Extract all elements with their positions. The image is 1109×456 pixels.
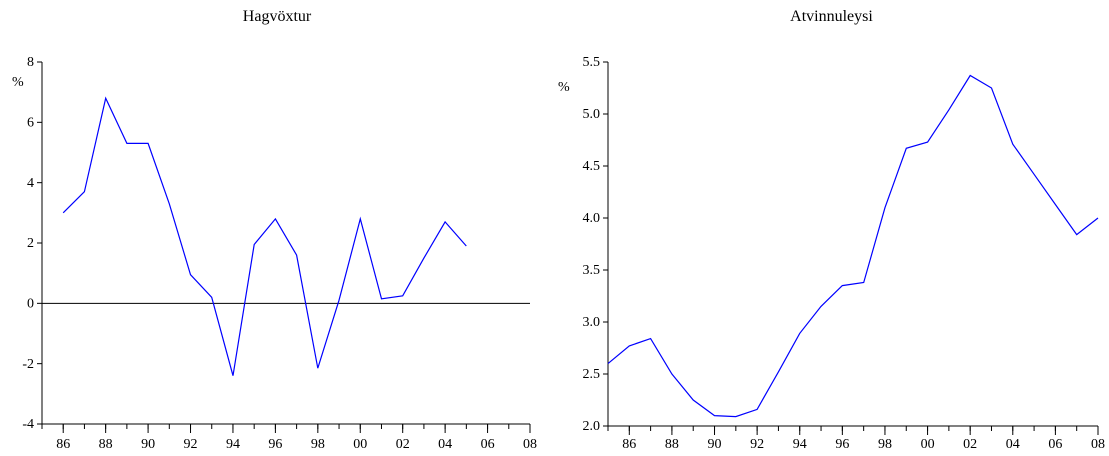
- x-tick-label: 90: [141, 437, 155, 452]
- chart-panel-atvinnuleysi: Atvinnuleysi % 2.0 2.5 3.0 3.5 4.0 4.5 5.0 5.5 8…: [554, 0, 1109, 456]
- x-tick-label: 08: [523, 437, 537, 452]
- y-tick-label: 4: [27, 176, 34, 191]
- series-line: [607, 74, 1099, 418]
- x-tick-label: 92: [184, 437, 198, 452]
- x-tick-label: 04: [438, 437, 452, 452]
- y-tick-label: -4: [22, 417, 34, 432]
- x-tick-label: 90: [708, 437, 722, 452]
- x-tick-label: 88: [665, 437, 679, 452]
- x-tick-label: 02: [396, 437, 410, 452]
- x-tick-label: 98: [311, 437, 325, 452]
- x-tick-label: 06: [481, 437, 495, 452]
- y-tick-label: 4.5: [583, 159, 601, 174]
- y-tick-label: 4.0: [583, 211, 601, 226]
- x-tick-label: 94: [226, 437, 240, 452]
- x-tick-label: 86: [56, 437, 70, 452]
- chart-title: Hagvöxtur: [242, 8, 312, 25]
- x-tick-label: 92: [750, 437, 764, 452]
- x-tick-label: 94: [793, 437, 807, 452]
- y-tick-label: 0: [27, 297, 34, 312]
- x-tick-label: 00: [353, 437, 367, 452]
- y-tick-label: 6: [27, 116, 34, 131]
- y-unit-label: %: [558, 80, 570, 95]
- x-tick-label: 86: [622, 437, 636, 452]
- y-tick-label: 5.0: [583, 107, 601, 122]
- y-unit-label: %: [12, 75, 24, 90]
- y-tick-label: 2: [27, 236, 34, 251]
- y-tick-label: 3.0: [583, 315, 601, 330]
- x-tick-label: 08: [1091, 437, 1105, 452]
- x-tick-label: 02: [963, 437, 977, 452]
- x-tick-label: 88: [99, 437, 113, 452]
- x-tick-label: 96: [268, 437, 282, 452]
- y-tick-label: -2: [22, 357, 34, 372]
- y-tick-label: 2.5: [583, 367, 601, 382]
- y-tick-label: 8: [27, 55, 34, 70]
- x-tick-label: 00: [921, 437, 935, 452]
- series-line: [62, 96, 467, 376]
- y-tick-label: 5.5: [583, 55, 601, 70]
- y-tick-label: 3.5: [583, 263, 601, 278]
- x-tick-label: 04: [1006, 437, 1020, 452]
- x-tick-label: 06: [1048, 437, 1062, 452]
- chart-atvinnuleysi: 2.0 2.5 3.0 3.5 4.0 4.5 5.0 5.5 86 88 90 92 94 96 98 00…: [583, 55, 1106, 452]
- x-tick-label: 98: [878, 437, 892, 452]
- y-tick-label: 2.0: [583, 419, 601, 434]
- chart-panel-hagvoxtur: Hagvöxtur % -4 -2 0 2 4 6 8 86 88 90 92 94 96 98 00 02 0…: [0, 0, 554, 456]
- chart-title: Atvinnuleysi: [790, 8, 873, 25]
- x-tick-label: 96: [835, 437, 849, 452]
